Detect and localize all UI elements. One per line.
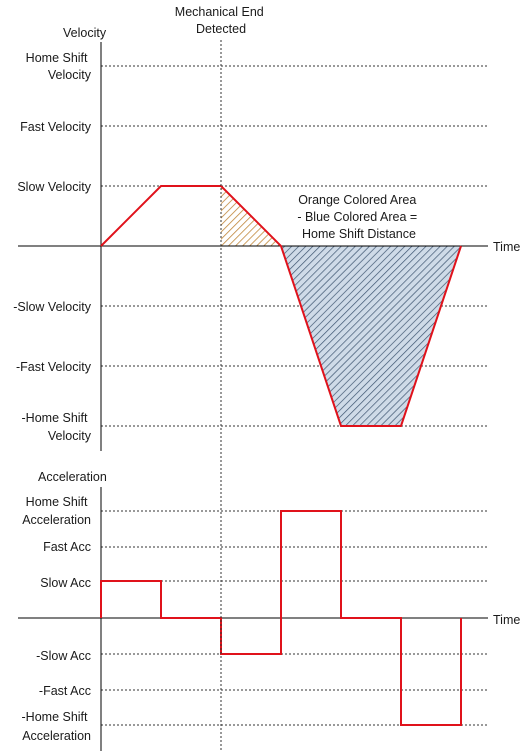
acceleration-level-slow-label: Slow Acc xyxy=(40,576,91,590)
velocity-level-home-shift-line1: Home Shift xyxy=(26,51,88,65)
annotation-line2: - Blue Colored Area = xyxy=(297,210,417,224)
acceleration-level-neg-home-shift-line1: -Home Shift xyxy=(22,710,89,724)
acceleration-level-neg-fast-label: -Fast Acc xyxy=(39,684,91,698)
velocity-level-slow-label: Slow Velocity xyxy=(17,180,91,194)
acceleration-level-home-shift-line2: Acceleration xyxy=(22,513,91,527)
acceleration-axis-label: Acceleration xyxy=(38,470,107,484)
acceleration-level-neg-slow-label: -Slow Acc xyxy=(36,649,91,663)
acceleration-level-home-shift-label: Home Shift Acceleration xyxy=(22,495,91,527)
acceleration-level-neg-home-shift-label: -Home Shift Acceleration xyxy=(22,710,92,743)
velocity-level-neg-slow-label: -Slow Velocity xyxy=(13,300,92,314)
velocity-level-fast-label: Fast Velocity xyxy=(20,120,92,134)
velocity-level-home-shift-label: Home Shift Velocity xyxy=(26,51,92,82)
acceleration-level-fast-label: Fast Acc xyxy=(43,540,91,554)
mechanical-end-label: Mechanical End Detected xyxy=(175,5,267,36)
mechanical-end-label-line1: Mechanical End xyxy=(175,5,264,19)
velocity-level-neg-fast-label: -Fast Velocity xyxy=(16,360,92,374)
velocity-level-neg-home-shift-line2: Velocity xyxy=(48,429,92,443)
annotation-line3: Home Shift Distance xyxy=(302,227,416,241)
velocity-time-label: Time xyxy=(493,240,520,254)
home-shift-distance-annotation: Orange Colored Area - Blue Colored Area … xyxy=(297,193,420,241)
acceleration-chart: Acceleration Home Shift Acceleration Fas… xyxy=(18,470,520,751)
blue-colored-area xyxy=(281,246,461,426)
annotation-line1: Orange Colored Area xyxy=(298,193,416,207)
mechanical-end-label-line2: Detected xyxy=(196,22,246,36)
acceleration-time-label: Time xyxy=(493,613,520,627)
acceleration-profile-line xyxy=(100,510,462,726)
acceleration-level-neg-home-shift-line2: Acceleration xyxy=(22,729,91,743)
velocity-level-neg-home-shift-line1: -Home Shift xyxy=(22,411,89,425)
velocity-profile-line xyxy=(100,185,462,427)
acceleration-level-home-shift-line1: Home Shift xyxy=(26,495,88,509)
velocity-level-home-shift-line2: Velocity xyxy=(48,68,92,82)
velocity-axis-label: Velocity xyxy=(63,26,107,40)
velocity-level-neg-home-shift-label: -Home Shift Velocity xyxy=(22,411,92,443)
velocity-chart: Velocity Home Shift Velocity Fast Veloci… xyxy=(13,26,520,451)
